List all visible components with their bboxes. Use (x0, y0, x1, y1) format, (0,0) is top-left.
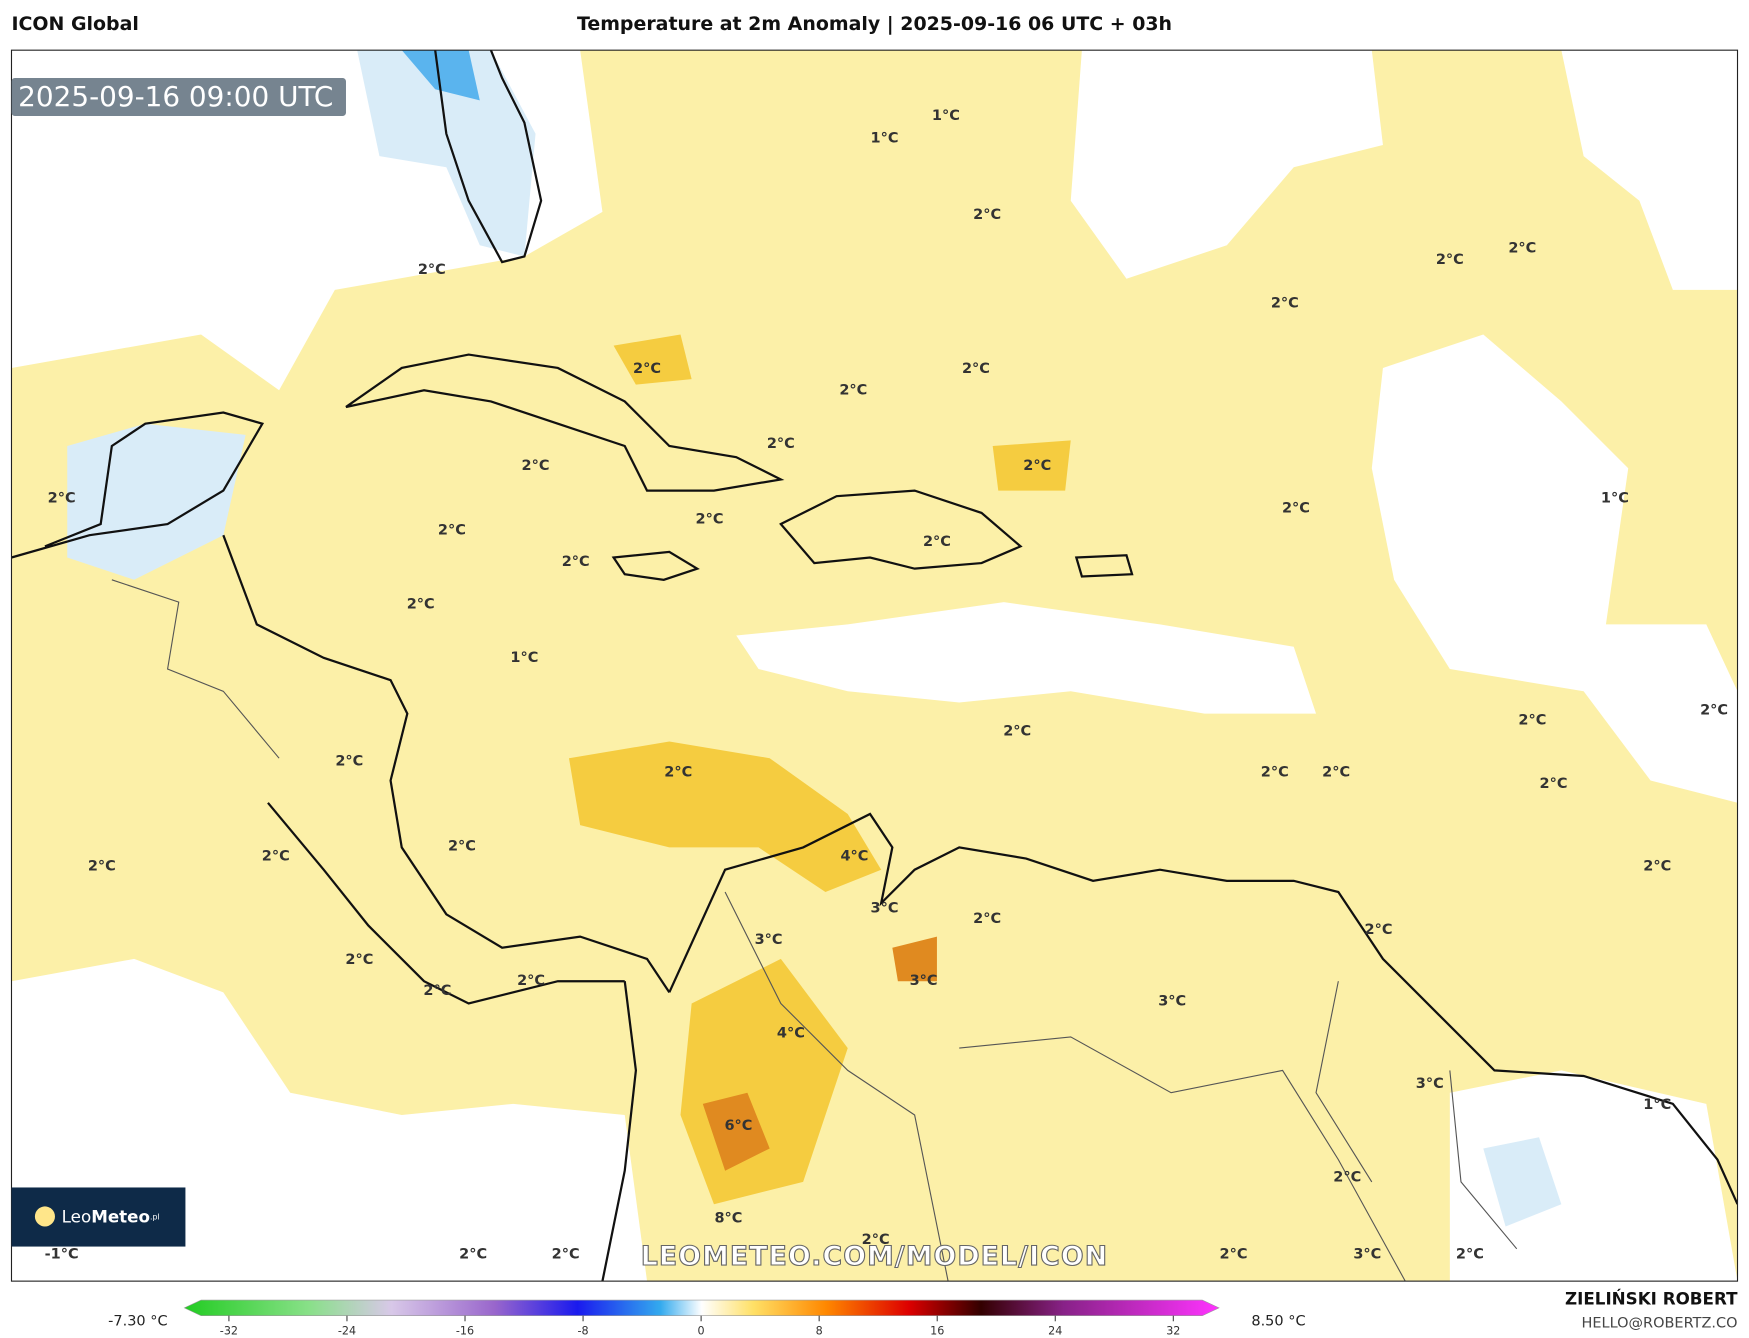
coastlines (11, 50, 1738, 1282)
model-name: ICON Global (11, 13, 138, 35)
anomaly-cool-areas (67, 50, 1562, 1227)
map-labels: 1°C 1°C 2°C 2°C 2°C 2°C 2°C 2°C 2°C 2°C 2°C 2°C 2°C 1… (45, 108, 1728, 1262)
map-label: 1°C (1601, 490, 1629, 506)
map-label: 2°C (517, 973, 545, 989)
colorbar-tick-label: -24 (338, 1324, 356, 1337)
map-label: 3°C (755, 932, 783, 948)
map-label: 2°C (962, 361, 990, 377)
map-label: 2°C (1456, 1246, 1484, 1262)
borders (111, 579, 1518, 1282)
map-label: 2°C (262, 848, 290, 864)
map-label: 2°C (1700, 702, 1728, 718)
colorbar-tick-label: 24 (1048, 1324, 1062, 1337)
map-label: 2°C (1643, 858, 1671, 874)
map-label: 2°C (1540, 776, 1568, 792)
map-label: 2°C (1271, 295, 1299, 311)
map-label: 2°C (1220, 1246, 1248, 1262)
map-label: 2°C (345, 952, 373, 968)
map-label: 8°C (714, 1211, 742, 1227)
map-label: 1°C (510, 650, 538, 666)
colorbar (183, 1299, 1220, 1316)
colorbar-ticks: -32 -24 -16 -8 0 8 16 24 32 (220, 1315, 1180, 1337)
map-label: 1°C (932, 108, 960, 124)
map-label: 2°C (1333, 1169, 1361, 1185)
map-label: 2°C (1003, 723, 1031, 739)
colorbar-tick-label: -16 (456, 1324, 474, 1337)
logo-light: Leo (62, 1206, 92, 1226)
map-title: Temperature at 2m Anomaly | 2025-09-16 0… (577, 13, 1172, 35)
map-label: 2°C (88, 858, 116, 874)
map-label: 1°C (1643, 1097, 1671, 1113)
map-label: 3°C (871, 901, 899, 917)
map-label: 2°C (522, 458, 550, 474)
map-label: 2°C (407, 596, 435, 612)
logo-suffix: .pl (150, 1213, 160, 1222)
logo-bold: Meteo (91, 1206, 150, 1226)
colorbar-tick-label: 0 (698, 1324, 705, 1337)
map-label: 4°C (777, 1026, 805, 1042)
map-label: 3°C (1158, 993, 1186, 1009)
map-label: 2°C (696, 512, 724, 528)
logo-sun (34, 1206, 55, 1227)
anomaly-cold-areas (401, 50, 480, 101)
anomaly-hot-areas (702, 936, 937, 1171)
colorbar-max: 8.50 °C (1251, 1313, 1305, 1329)
timestamp: 2025-09-16 09:00 UTC (18, 80, 333, 113)
map-label: 2°C (1518, 712, 1546, 728)
timestamp-box (11, 78, 346, 116)
map-label: 2°C (664, 765, 692, 781)
map-label: 3°C (910, 973, 938, 989)
map-label: 2°C (1023, 458, 1051, 474)
map-label: 2°C (1436, 252, 1464, 268)
map-label: 2°C (418, 262, 446, 278)
credit-email: HELLO@ROBERTZ.CO (1581, 1316, 1737, 1332)
map-label: 2°C (48, 490, 76, 506)
map-label: -1°C (45, 1246, 79, 1262)
credit-name: ZIELIŃSKI ROBERT (1565, 1289, 1738, 1309)
map-label: 1°C (871, 130, 899, 146)
map-frame (10, 49, 1739, 1282)
map-label: 2°C (1322, 765, 1350, 781)
map-label: 2°C (973, 911, 1001, 927)
colorbar-tick-label: -8 (578, 1324, 589, 1337)
map-label: 2°C (973, 207, 1001, 223)
map-label: 2°C (767, 436, 795, 452)
map-label: 2°C (862, 1232, 890, 1248)
map-label: 2°C (552, 1246, 580, 1262)
map-label: 2°C (839, 382, 867, 398)
map-label: 2°C (1508, 241, 1536, 257)
map-label: 2°C (1365, 922, 1393, 938)
map-label: 2°C (1282, 500, 1310, 516)
map-label: 2°C (923, 534, 951, 550)
map-label: 2°C (562, 554, 590, 570)
colorbar-tick-label: 8 (816, 1324, 823, 1337)
map-label: 2°C (448, 838, 476, 854)
map-label: 2°C (423, 983, 451, 999)
map-label: 3°C (1416, 1076, 1444, 1092)
map-label: 6°C (724, 1118, 752, 1134)
watermark: LEOMETEO.COM/MODEL/ICON (641, 1241, 1109, 1272)
map-label: 2°C (335, 754, 363, 770)
map-label: 3°C (1353, 1246, 1381, 1262)
colorbar-tick-label: -32 (220, 1324, 238, 1337)
map-label: 2°C (438, 523, 466, 539)
map-label: 2°C (459, 1246, 487, 1262)
colorbar-tick-label: 32 (1166, 1324, 1180, 1337)
colorbar-min: -7.30 °C (108, 1313, 167, 1329)
logo: LeoMeteo.pl (62, 1206, 160, 1226)
map-label: 2°C (1261, 765, 1289, 781)
colorbar-tick-label: 16 (930, 1324, 944, 1337)
map: 1°C 1°C 2°C 2°C 2°C 2°C 2°C 2°C 2°C 2°C 2°C 2°C 2°C 1… (11, 50, 1738, 1282)
anomaly-zero-areas (11, 50, 1738, 1282)
map-label: 2°C (633, 361, 661, 377)
map-label: 4°C (840, 848, 868, 864)
